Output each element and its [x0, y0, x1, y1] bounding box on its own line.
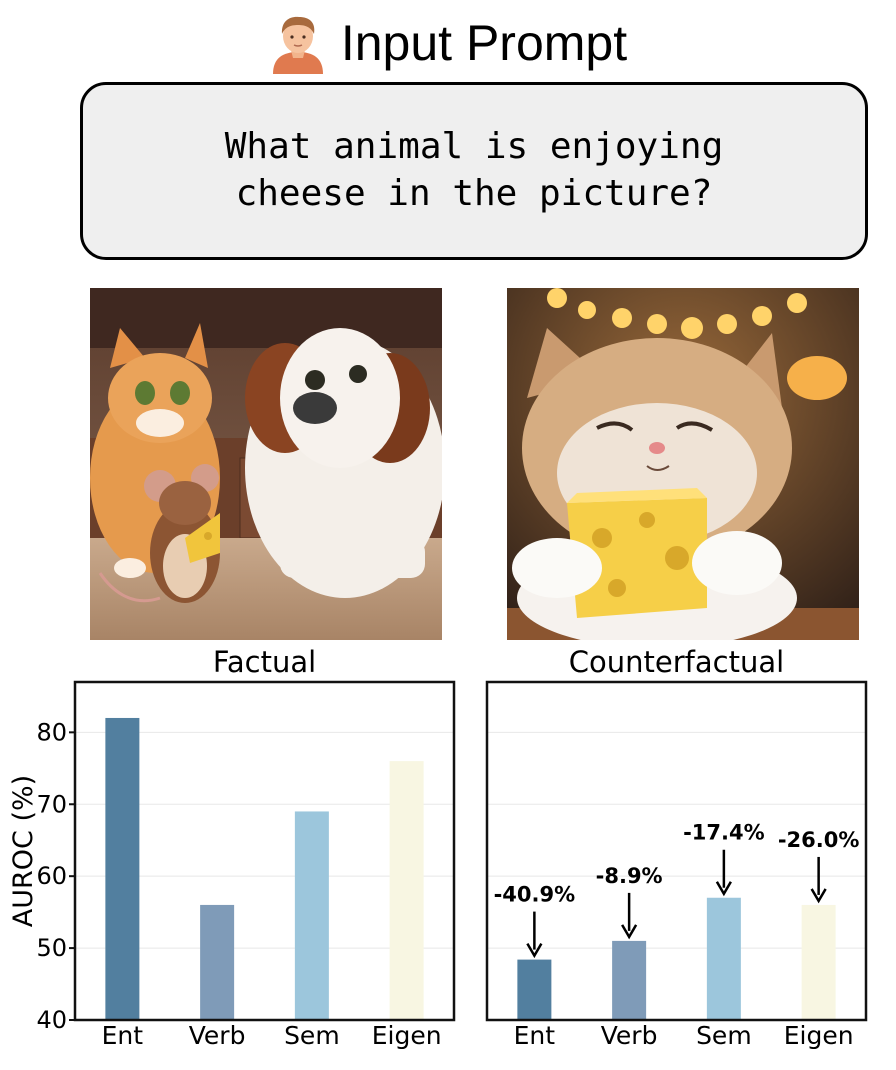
counterfactual-title: Counterfactual — [568, 645, 785, 679]
x-tick-label: Sem — [284, 1021, 340, 1050]
person-avatar-icon — [272, 16, 323, 74]
bar — [706, 897, 741, 1020]
x-tick-label: Eigen — [784, 1021, 854, 1050]
plot-frame — [485, 680, 868, 1022]
page-title: Input Prompt — [340, 15, 628, 71]
counterfactual-image — [507, 288, 859, 640]
prompt-box: What animal is enjoying cheese in the pi… — [80, 82, 868, 260]
annotation-label: -17.4% — [683, 821, 765, 845]
x-tick-label: Verb — [601, 1021, 658, 1050]
annotation-label: -40.9% — [494, 883, 576, 907]
x-tick-label: Eigen — [372, 1021, 442, 1050]
plot-frame — [73, 680, 456, 1022]
bar — [801, 904, 836, 1020]
x-tick-label: Ent — [102, 1021, 144, 1050]
factual-title: Factual — [212, 645, 317, 679]
y-axis-label: AUROC (%) — [8, 775, 39, 927]
y-tick-label: 50 — [36, 934, 67, 962]
bar — [105, 717, 140, 1020]
bar — [389, 761, 424, 1020]
annotation-arrowhead — [526, 942, 543, 959]
x-tick-label: Ent — [514, 1021, 556, 1050]
prompt-text: What animal is enjoying cheese in the pi… — [224, 126, 724, 214]
x-tick-label: Sem — [696, 1021, 752, 1050]
x-tick-label: Verb — [189, 1021, 246, 1050]
cat-dog-mouse-with-cheese-image — [90, 288, 442, 640]
annotation-arrowhead — [715, 881, 732, 897]
annotation-arrowhead — [810, 888, 827, 904]
y-tick-label: 60 — [36, 862, 67, 890]
annotation-label: -8.9% — [596, 864, 663, 888]
cat-holding-cheese-image — [507, 288, 859, 640]
annotation-arrowhead — [621, 924, 638, 940]
y-tick-label: 80 — [36, 718, 67, 746]
bar — [294, 811, 329, 1020]
factual-image — [90, 288, 442, 640]
y-tick-label: 70 — [36, 790, 67, 818]
header: Input Prompt — [0, 8, 896, 78]
y-tick-label: 40 — [36, 1006, 67, 1034]
annotation-label: -26.0% — [778, 828, 860, 852]
bar — [200, 904, 235, 1020]
bar — [517, 959, 552, 1020]
bar — [612, 940, 647, 1020]
